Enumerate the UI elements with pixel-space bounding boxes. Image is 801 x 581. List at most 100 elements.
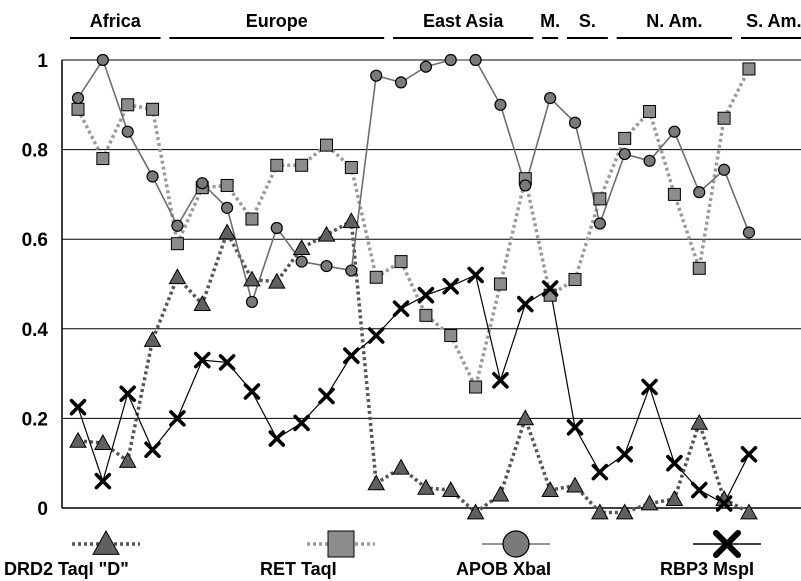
square-marker — [220, 178, 234, 192]
circle-marker — [245, 295, 259, 309]
legend: DRD2 TaqI "D" RET TaqI APOB XbaI RBP3 MspI — [4, 529, 761, 579]
x-marker — [367, 327, 385, 344]
triangle-marker — [615, 503, 634, 520]
square-marker — [692, 261, 706, 275]
x-marker — [144, 441, 161, 459]
x-marker — [690, 481, 708, 499]
triangle-marker — [342, 212, 361, 229]
x-marker-stroke — [94, 472, 112, 490]
square-marker — [419, 308, 433, 322]
series-line — [77, 218, 750, 515]
x-marker — [268, 430, 286, 447]
square-marker — [344, 161, 358, 175]
x-marker — [641, 378, 658, 396]
x-marker-stroke — [193, 351, 211, 369]
gridlines — [62, 59, 801, 419]
x-marker-stroke — [566, 419, 584, 436]
region-label: M. — [540, 11, 560, 31]
x-marker-stroke — [392, 300, 410, 317]
x-marker-stroke — [293, 414, 310, 432]
series-line — [76, 68, 751, 393]
triangle-marker — [243, 270, 261, 287]
square-marker — [469, 380, 483, 394]
x-marker-stroke — [467, 266, 484, 284]
circle-marker — [668, 125, 681, 138]
circle-marker — [146, 170, 159, 183]
triangle-marker — [143, 330, 162, 347]
triangle-marker — [491, 485, 510, 502]
square-marker — [717, 111, 731, 125]
y-tick-label: 0.8 — [22, 141, 48, 162]
x-marker-stroke — [666, 454, 683, 472]
circle-marker — [196, 177, 209, 190]
x-marker — [666, 454, 683, 472]
x-marker-stroke — [541, 280, 559, 297]
circle-marker — [221, 201, 234, 214]
series-line — [77, 274, 750, 505]
x-marker-stroke — [712, 529, 742, 559]
circle-marker — [71, 91, 85, 105]
circle-marker — [593, 217, 606, 230]
square-marker — [742, 62, 756, 76]
circle-marker — [419, 60, 432, 73]
x-marker-stroke — [616, 445, 633, 463]
x-marker — [467, 266, 484, 284]
circle-marker — [717, 163, 731, 176]
x-marker-stroke — [690, 481, 708, 499]
circle-marker — [693, 186, 706, 199]
square-marker — [394, 255, 408, 269]
square-marker — [568, 273, 582, 287]
circle-marker — [618, 147, 631, 161]
square-marker — [369, 270, 383, 284]
circle-marker — [171, 219, 184, 232]
triangle-marker — [417, 478, 435, 495]
legend-label: RBP3 MspI — [660, 559, 754, 579]
square-marker — [96, 152, 110, 166]
triangle-marker — [665, 490, 684, 506]
x-marker — [715, 495, 733, 512]
x-marker-stroke — [268, 430, 286, 447]
x-marker — [119, 385, 136, 403]
circle-marker — [295, 255, 308, 268]
x-marker — [591, 463, 609, 481]
circle-marker — [519, 179, 532, 192]
circle-marker — [643, 154, 656, 167]
x-marker-stroke — [318, 387, 335, 405]
triangle-marker — [118, 451, 137, 468]
region-label: S. — [579, 11, 596, 31]
triangle-marker — [690, 413, 709, 430]
square-marker — [121, 98, 135, 112]
x-marker — [492, 372, 509, 389]
triangle-marker — [317, 225, 336, 242]
region-label: S. Am. — [746, 11, 801, 31]
x-marker-stroke — [119, 385, 136, 403]
region-label: Africa — [90, 11, 142, 31]
circle-marker — [742, 226, 756, 239]
circle-marker — [469, 53, 482, 67]
triangle-marker — [292, 239, 311, 256]
region-label: Europe — [246, 11, 308, 31]
x-marker-stroke — [641, 378, 658, 396]
circle-marker — [121, 125, 134, 138]
y-tick-label: 1 — [37, 51, 48, 72]
square-marker — [320, 138, 333, 152]
circle-marker — [394, 76, 408, 89]
x-marker — [712, 529, 742, 559]
triangle-marker — [640, 494, 659, 511]
x-marker — [69, 398, 87, 416]
triangle-marker — [168, 268, 187, 285]
y-tick-label: 0 — [37, 499, 48, 520]
circle-marker — [444, 53, 457, 67]
triangle-marker — [69, 431, 87, 448]
circle-marker — [502, 530, 530, 558]
x-marker-stroke — [740, 445, 758, 463]
x-marker-stroke — [144, 441, 161, 459]
circle-marker — [320, 259, 333, 273]
square-marker — [667, 187, 681, 201]
triangle-marker — [566, 476, 584, 493]
square-marker — [327, 530, 355, 558]
circle-marker — [270, 221, 283, 235]
legend-label: RET TaqI — [260, 559, 337, 579]
series-markers — [69, 53, 758, 520]
